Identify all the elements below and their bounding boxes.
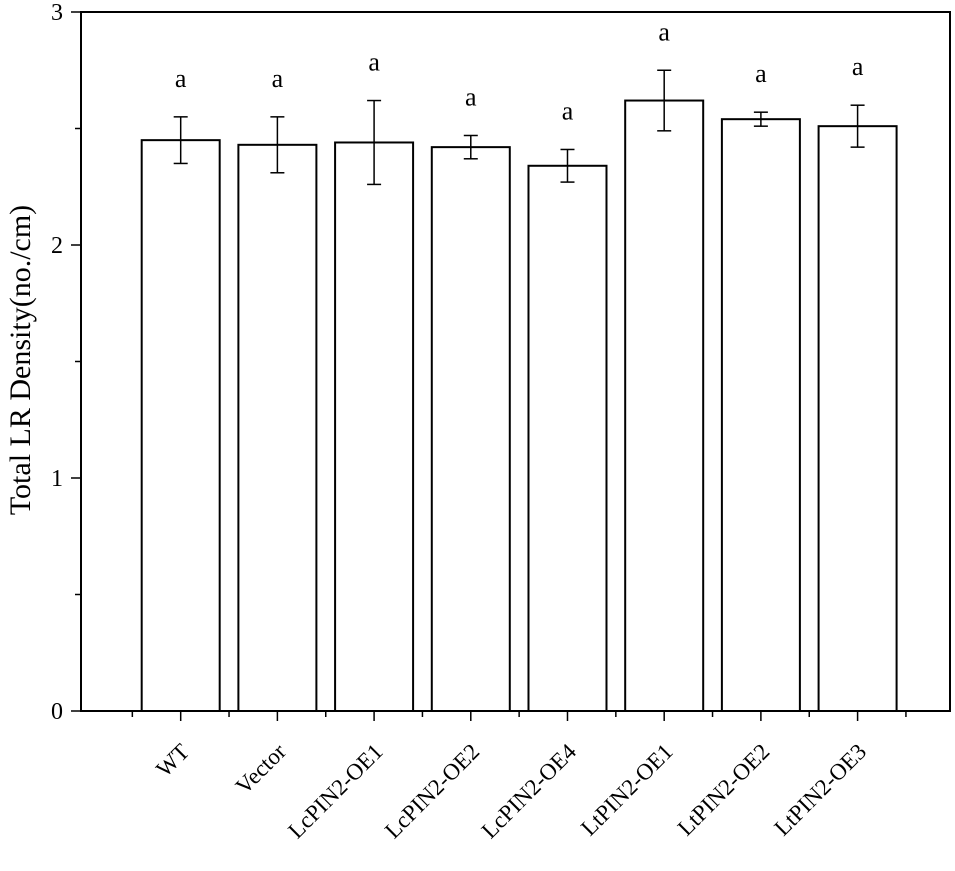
y-tick-labels: 0 1 2 3 <box>51 0 63 725</box>
x-tick-labels: WT VectorLcPIN2-OE1LcPIN2-OE2LcPIN2-OE4Lt… <box>151 739 871 844</box>
x-tick-label: LtPIN2-OE1 <box>576 739 678 841</box>
significance-label: a <box>562 96 574 125</box>
bar <box>140 139 221 712</box>
significance-label: a <box>852 52 864 81</box>
significance-label: a <box>755 59 767 88</box>
significance-label: a <box>175 64 187 93</box>
x-tick-label: WT <box>151 739 194 782</box>
chart-error-bars <box>173 69 865 186</box>
bar <box>237 143 318 712</box>
significance-labels: a a a a a a a a <box>175 17 864 125</box>
y-tick-label: 2 <box>51 233 63 259</box>
y-tick-label: 3 <box>51 0 63 26</box>
y-tick-label: 1 <box>51 466 63 492</box>
bar <box>720 118 801 713</box>
bar <box>430 146 511 712</box>
y-tick-label: 0 <box>51 699 63 725</box>
x-tick-label: Vector <box>231 739 291 799</box>
significance-label: a <box>272 64 284 93</box>
bar <box>817 125 898 713</box>
x-tick-label: LcPIN2-OE1 <box>283 739 387 843</box>
bar <box>624 99 705 713</box>
x-tick-label: LtPIN2-OE2 <box>673 739 775 841</box>
chart-bars <box>140 99 898 713</box>
significance-label: a <box>465 82 477 111</box>
x-tick-label: LcPIN2-OE2 <box>380 739 484 843</box>
significance-label: a <box>658 17 670 46</box>
x-tick-label: LtPIN2-OE3 <box>769 739 871 841</box>
bar <box>527 164 608 712</box>
chart-axes <box>71 11 951 721</box>
x-tick-label: LcPIN2-OE4 <box>477 739 582 844</box>
significance-label: a <box>368 48 380 77</box>
y-axis-label: Total LR Density(no./cm) <box>4 205 37 515</box>
bar <box>334 141 415 713</box>
